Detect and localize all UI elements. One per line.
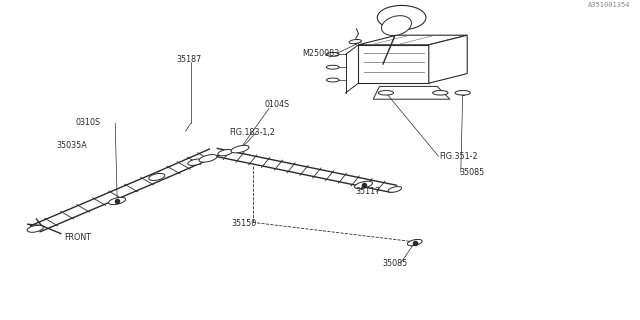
Text: 35150: 35150 xyxy=(232,219,257,228)
Ellipse shape xyxy=(326,78,339,82)
Ellipse shape xyxy=(109,197,125,204)
Ellipse shape xyxy=(381,16,412,36)
Polygon shape xyxy=(429,35,467,83)
Polygon shape xyxy=(373,86,450,99)
Ellipse shape xyxy=(349,39,362,44)
Text: M250083: M250083 xyxy=(302,49,339,58)
Text: 35187: 35187 xyxy=(176,55,201,64)
Text: FIG.183-1,2: FIG.183-1,2 xyxy=(229,128,275,137)
Ellipse shape xyxy=(199,155,217,162)
Text: 0104S: 0104S xyxy=(264,100,289,109)
Text: 35035A: 35035A xyxy=(56,141,87,150)
Ellipse shape xyxy=(231,145,249,153)
Text: A351001354: A351001354 xyxy=(588,2,630,8)
Text: FIG.351-2: FIG.351-2 xyxy=(439,152,477,161)
Ellipse shape xyxy=(455,91,470,95)
Ellipse shape xyxy=(188,159,203,165)
Polygon shape xyxy=(358,35,467,45)
Ellipse shape xyxy=(378,91,394,95)
Ellipse shape xyxy=(433,91,448,95)
Ellipse shape xyxy=(148,173,165,180)
Text: 35117: 35117 xyxy=(356,187,381,196)
Text: 0310S: 0310S xyxy=(76,118,100,127)
Ellipse shape xyxy=(388,187,402,192)
Text: FRONT: FRONT xyxy=(64,233,91,242)
Ellipse shape xyxy=(27,225,44,232)
Polygon shape xyxy=(358,45,429,83)
Ellipse shape xyxy=(407,239,422,246)
Text: 35085: 35085 xyxy=(460,168,484,177)
Ellipse shape xyxy=(218,149,233,156)
Ellipse shape xyxy=(326,52,339,56)
Circle shape xyxy=(378,5,426,30)
Ellipse shape xyxy=(326,65,339,69)
Ellipse shape xyxy=(355,181,372,189)
Text: 35085: 35085 xyxy=(383,259,408,268)
